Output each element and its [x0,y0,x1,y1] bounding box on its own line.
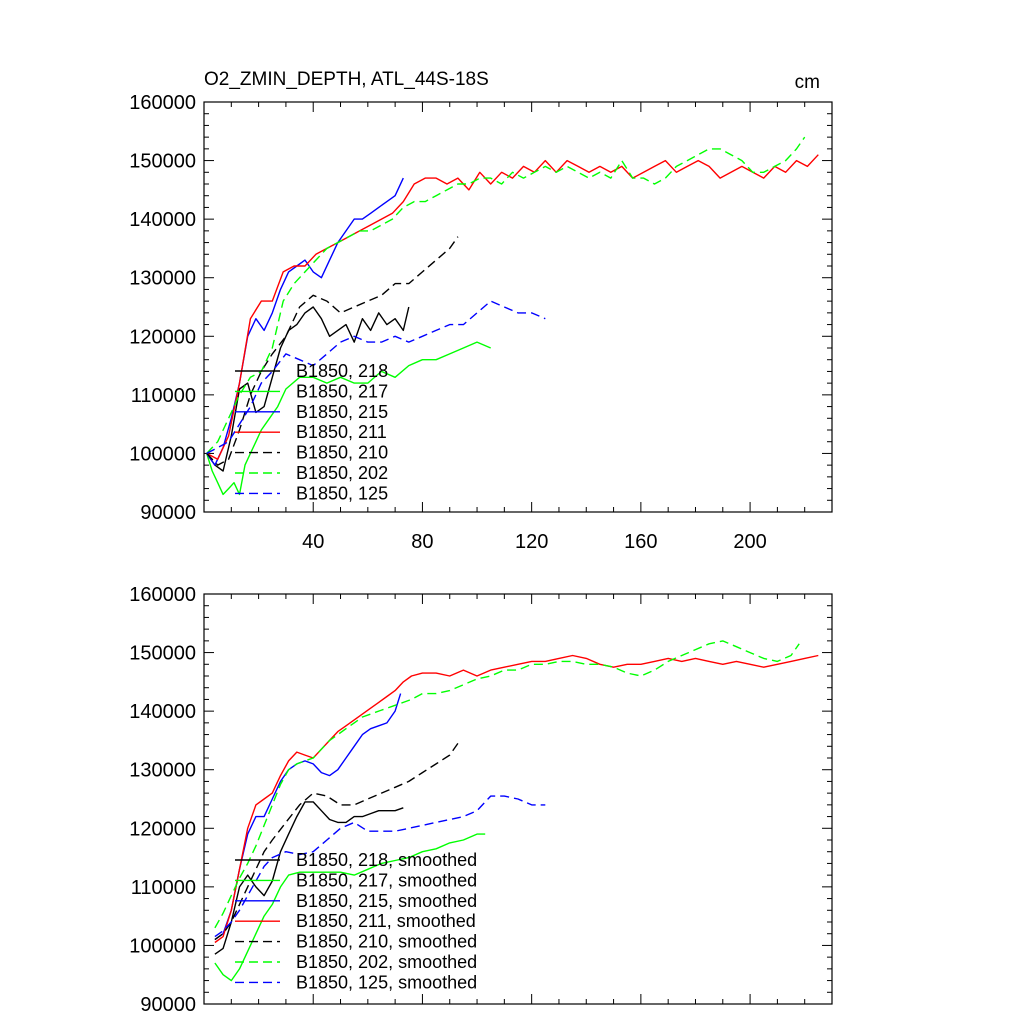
series-line-4 [206,236,459,466]
series-line-2 [214,693,402,941]
series-line-6 [206,300,546,455]
legend-label-3: B1850, 211 [296,422,387,442]
series-line-5 [206,136,806,454]
y-tick-label: 110000 [131,877,196,899]
legend-label-6: B1850, 125, smoothed [296,972,477,992]
y-tick-label: 140000 [129,209,196,231]
legend-label-0: B1850, 218, smoothed [296,850,477,870]
series-line-1 [214,833,486,982]
y-tick-label: 150000 [129,151,196,173]
y-tick-label: 160000 [129,584,196,606]
series-line-0 [206,306,410,472]
plot-frame [203,593,833,1005]
legend-label-5: B1850, 202, smoothed [296,952,477,972]
plot-frame [203,101,833,513]
x-tick-label: 200 [733,531,766,553]
y-tick-label: 130000 [129,760,196,782]
bottom-plot: 90000 100000 110000 120000 130000 140000 15000… [129,584,833,1016]
top-plot: 90000 100000 110000 120000 130000 140000 15000… [129,92,833,553]
legend-label-1: B1850, 217, smoothed [296,870,477,890]
series-line-3 [206,154,819,460]
series-line-6 [214,795,546,938]
y-tick-label: 150000 [129,643,196,665]
y-tick-label: 110000 [131,385,196,407]
legend-label-3: B1850, 211, smoothed [296,911,476,931]
legend-label-2: B1850, 215, smoothed [296,891,477,911]
legend-label-5: B1850, 202 [296,463,388,483]
y-tick-label: 160000 [129,92,196,114]
series-line-5 [214,640,800,929]
y-tick-label: 90000 [140,994,196,1016]
series-line-3 [214,654,819,944]
x-tick-label: 120 [515,531,548,553]
legend-label-4: B1850, 210 [296,443,388,463]
legend-label-1: B1850, 217 [296,381,388,401]
legend-label-6: B1850, 125 [296,483,388,503]
y-tick-label: 140000 [129,701,196,723]
units-label: cm [795,72,820,93]
chart-title: O2_ZMIN_DEPTH, ATL_44S-18S [204,69,489,90]
y-tick-label: 130000 [129,268,196,290]
x-tick-label: 80 [411,531,433,553]
y-tick-label: 100000 [129,443,196,465]
y-tick-label: 120000 [129,818,196,840]
x-tick-label: 160 [624,531,657,553]
y-tick-label: 100000 [129,935,196,957]
series-line-4 [214,742,459,941]
y-tick-label: 90000 [140,502,196,524]
legend-label-0: B1850, 218 [296,361,388,381]
legend-label-2: B1850, 215 [296,402,388,422]
series-line-1 [206,341,491,496]
series-line-0 [214,801,404,955]
legend-label-4: B1850, 210, smoothed [296,932,477,952]
y-tick-label: 120000 [129,326,196,348]
x-tick-label: 40 [302,531,324,553]
